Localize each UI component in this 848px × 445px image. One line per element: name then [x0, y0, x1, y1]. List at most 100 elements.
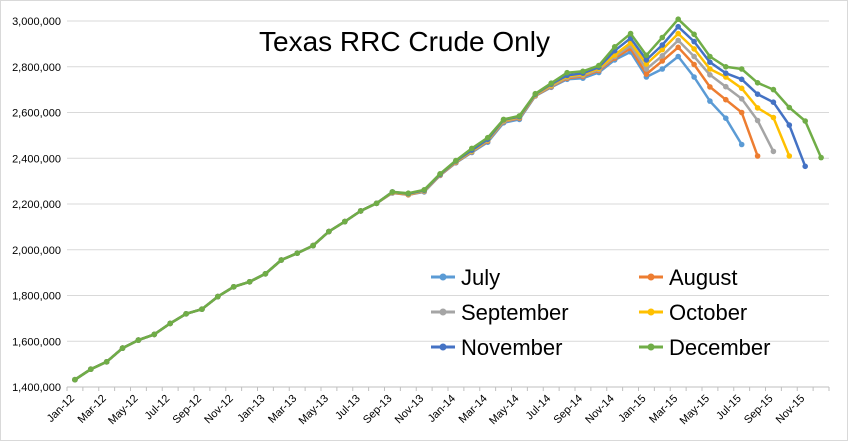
x-tick-label: Mar-14 [457, 393, 490, 426]
legend-label: November [461, 335, 562, 360]
x-tick-label: Mar-12 [76, 393, 109, 426]
data-point [770, 86, 777, 93]
series-july [72, 49, 745, 383]
data-point [738, 76, 745, 83]
x-tick-label: Jan-14 [426, 393, 458, 425]
x-tick-label: May-14 [487, 393, 521, 427]
x-tick-label: Mar-13 [266, 393, 299, 426]
data-point [643, 57, 650, 63]
data-point [738, 66, 745, 72]
y-tick-label: 1,400,000 [12, 382, 61, 394]
data-point [707, 98, 713, 104]
data-point [167, 320, 173, 327]
data-point [691, 46, 697, 52]
legend-swatch-marker [647, 273, 655, 281]
data-point [675, 30, 681, 37]
data-point [373, 200, 380, 207]
data-point [707, 66, 713, 72]
data-point [437, 171, 443, 177]
x-tick-label: Nov-14 [583, 393, 617, 427]
data-point [707, 59, 713, 65]
legend-label: August [669, 265, 738, 290]
data-point [738, 141, 745, 148]
series-line [74, 46, 759, 381]
data-point [421, 187, 428, 193]
data-point [723, 115, 729, 121]
data-point [770, 99, 777, 105]
data-point [72, 376, 78, 383]
series-november [72, 23, 808, 383]
data-point [484, 134, 491, 141]
legend-item-december: December [639, 335, 770, 360]
data-point [691, 31, 697, 38]
data-point [754, 153, 761, 159]
series-september [72, 37, 777, 383]
series-august [72, 44, 761, 383]
data-point [723, 70, 729, 76]
x-tick-label: Jul-12 [143, 393, 173, 423]
series-line [74, 50, 743, 381]
data-point [627, 30, 634, 37]
y-tick-label: 2,600,000 [12, 108, 61, 120]
y-tick-label: 3,000,000 [12, 16, 61, 28]
legend-swatch-marker [647, 343, 655, 351]
data-point [754, 80, 761, 86]
data-point [564, 69, 570, 76]
data-point [135, 337, 142, 343]
series-line [74, 32, 791, 381]
data-point [754, 91, 761, 97]
legend-swatch-marker [647, 308, 655, 316]
data-point [230, 284, 237, 290]
x-tick-label: Jul-14 [524, 393, 554, 423]
data-point [802, 163, 808, 170]
data-point [103, 359, 110, 365]
data-point [754, 105, 761, 111]
data-point [643, 61, 650, 67]
series-lines [72, 16, 824, 383]
x-tick-label: May-15 [678, 393, 712, 427]
data-point [469, 145, 475, 152]
data-point [119, 345, 126, 351]
data-point [357, 208, 364, 214]
y-tick-label: 2,200,000 [12, 199, 61, 211]
y-tick-label: 2,400,000 [12, 153, 61, 165]
legend-label: September [461, 300, 569, 325]
data-point [659, 53, 666, 59]
legend-swatch-marker [439, 273, 447, 281]
series-december [72, 16, 824, 383]
data-point [723, 83, 729, 90]
data-point [786, 122, 793, 128]
data-point [802, 118, 808, 124]
x-tick-label: Nov-13 [393, 393, 427, 427]
data-point [675, 53, 681, 60]
data-point [659, 58, 666, 64]
data-point [389, 189, 396, 195]
data-point [199, 306, 205, 313]
data-point [786, 104, 793, 111]
data-point [691, 61, 697, 68]
data-point [342, 218, 348, 225]
legend-swatch-marker [439, 308, 447, 316]
x-tick-label: Jul-13 [333, 393, 363, 423]
x-tick-label: Jan-13 [235, 393, 267, 425]
legend-item-august: August [639, 265, 738, 290]
data-point [532, 90, 539, 97]
legend-label: December [669, 335, 770, 360]
data-point [738, 85, 745, 92]
data-point [294, 250, 301, 256]
data-point [580, 68, 586, 75]
legend-item-september: September [431, 300, 569, 325]
x-tick-label: Sep-14 [551, 393, 585, 427]
data-point [675, 37, 681, 44]
x-tick-label: Jul-15 [714, 393, 744, 423]
legend: July August September October November Decemb… [431, 265, 770, 360]
data-point [659, 42, 666, 48]
data-point [326, 228, 332, 235]
x-tick-label: Jan-15 [616, 393, 648, 425]
y-tick-label: 1,800,000 [12, 291, 61, 303]
data-point [310, 242, 316, 249]
data-point [278, 257, 285, 263]
legend-label: July [461, 265, 500, 290]
